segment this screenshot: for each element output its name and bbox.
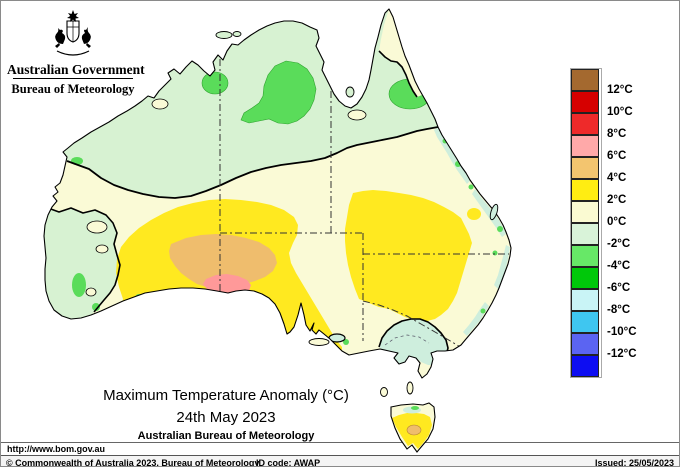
legend-label: -4°C <box>607 260 631 272</box>
contour-dashed-victoria <box>384 334 430 346</box>
legend-label: 4°C <box>607 172 627 184</box>
legend-label: 2°C <box>607 194 627 206</box>
footer-rule-top <box>1 442 679 443</box>
footer-strip <box>1 456 679 466</box>
legend-label: -10°C <box>607 326 637 338</box>
map-title: Maximum Temperature Anomaly (°C) <box>103 387 349 404</box>
legend-label: -6°C <box>607 282 631 294</box>
island-flinders <box>406 381 414 395</box>
legend-swatch <box>571 311 599 333</box>
pocket-cream-sw-2 <box>95 244 109 254</box>
region-victoria-yellow-pocket <box>432 350 448 364</box>
legend-label: -12°C <box>607 348 637 360</box>
legend-label: -2°C <box>607 238 631 250</box>
legend-swatch <box>571 135 599 157</box>
australia-anomaly-map <box>43 8 512 453</box>
strip-green-dot-3 <box>468 184 474 190</box>
island-king <box>380 387 388 397</box>
legend-label: 8°C <box>607 128 627 140</box>
pocket-cream-sw-3 <box>85 287 97 297</box>
crest-scroll <box>56 50 90 56</box>
legend-label: 12°C <box>607 84 633 96</box>
state-borders <box>219 59 509 349</box>
region-green-south-coast-1 <box>92 303 100 311</box>
legend-label: 10°C <box>607 106 633 118</box>
legend-swatch <box>571 245 599 267</box>
legend-swatch <box>571 289 599 311</box>
mainland-coastline <box>43 8 512 379</box>
legend-swatch <box>571 355 599 377</box>
legend-swatch <box>571 91 599 113</box>
strip-mint-nsw-north <box>494 245 510 289</box>
map-org: Australian Bureau of Meteorology <box>137 430 315 442</box>
island-tiwi-small <box>232 31 242 37</box>
bureau-title: Bureau of Meteorology <box>11 82 135 96</box>
bom-url: http://www.bom.gov.au <box>7 444 105 454</box>
copyright-text: © Commonwealth of Australia 2023, Bureau… <box>6 458 260 467</box>
tasmania-orange <box>406 424 422 436</box>
contour-zero-cape-york <box>378 50 418 98</box>
island-groote <box>345 86 355 98</box>
region-yellow-pocket-ne <box>467 208 481 220</box>
legend-swatch <box>571 267 599 289</box>
contour-zero-southwest <box>47 207 121 313</box>
crest-star-icon <box>67 10 79 22</box>
temperature-legend <box>570 68 602 378</box>
issued-text: Issued: 25/05/2023 <box>594 458 674 467</box>
region-cape-york-cream <box>379 9 422 97</box>
government-title: Australian Government <box>7 62 145 77</box>
map-date: 24th May 2023 <box>176 409 276 426</box>
legend-swatch <box>571 333 599 355</box>
island-fraser <box>489 203 499 221</box>
strip-mint-qld-south <box>472 189 506 237</box>
strip-green-dot-4 <box>497 226 503 232</box>
tasmania-coastline <box>390 402 436 453</box>
region-southwest-mild-negative <box>44 208 120 319</box>
region-green-vic-coast <box>343 339 349 345</box>
pocket-cream-gulf <box>347 109 367 121</box>
legend-swatch <box>571 179 599 201</box>
region-green-southwest <box>72 273 86 297</box>
region-orange-bight <box>169 234 277 288</box>
contour-zero-north <box>66 126 439 199</box>
legend-swatch <box>571 223 599 245</box>
footer-rule-bottom <box>1 455 679 456</box>
pocket-cream-sw-1 <box>86 220 108 234</box>
id-code-text: ID code: AWAP <box>256 458 321 467</box>
map-titles: Maximum Temperature Anomaly (°C) 24th Ma… <box>56 387 396 442</box>
legend-swatch <box>571 201 599 223</box>
region-green-nt-central <box>240 60 317 125</box>
header-divider <box>13 78 133 79</box>
strip-green-dot-5 <box>492 250 498 256</box>
region-east-yellow <box>345 190 472 321</box>
island-melville <box>215 31 233 39</box>
crest-emu-icon <box>81 27 91 48</box>
australian-coat-of-arms <box>55 10 91 56</box>
island-kangaroo <box>308 338 330 346</box>
legend-label: 0°C <box>607 216 627 228</box>
region-pink-bight-coast <box>203 274 251 295</box>
legend-label: 6°C <box>607 150 627 162</box>
legend-swatch <box>571 69 599 91</box>
crest-kangaroo-icon <box>55 28 66 48</box>
region-green-nt-west <box>201 71 229 95</box>
tasmania-green <box>411 406 419 410</box>
strip-green-dot-6 <box>480 308 486 314</box>
legend-swatch <box>571 113 599 135</box>
legend-swatch <box>571 157 599 179</box>
legend-label: -8°C <box>607 304 631 316</box>
pocket-cream-kimberley <box>151 98 169 110</box>
